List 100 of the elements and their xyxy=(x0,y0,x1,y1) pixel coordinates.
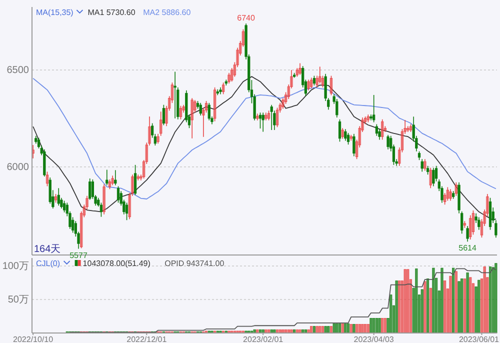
candlestick xyxy=(420,158,424,172)
candlestick xyxy=(375,124,378,136)
bar xyxy=(488,266,492,334)
bar xyxy=(324,326,327,334)
candlestick xyxy=(162,104,166,126)
x-tick-label: 2022/10/10 xyxy=(13,335,54,343)
bar xyxy=(290,329,293,334)
bar xyxy=(278,329,282,334)
candlestick xyxy=(355,139,358,160)
bar xyxy=(219,330,222,334)
candlestick xyxy=(145,142,148,164)
bar xyxy=(375,318,378,334)
bar xyxy=(307,329,310,334)
candlestick xyxy=(330,75,333,96)
candlestick xyxy=(400,128,404,153)
bar xyxy=(264,329,268,334)
candlestick xyxy=(86,196,88,210)
candlestick xyxy=(434,165,438,182)
bar xyxy=(310,326,313,334)
candlestick xyxy=(338,118,342,142)
x-tick-label: 2023/04/03 xyxy=(354,335,394,343)
bar xyxy=(341,323,344,334)
candlestick xyxy=(290,70,293,89)
bar xyxy=(384,318,386,334)
candlestick xyxy=(321,75,324,88)
candlestick xyxy=(350,134,352,142)
bar xyxy=(253,329,256,334)
bar xyxy=(494,263,498,334)
candlestick xyxy=(148,116,151,146)
y-tick-label: 50万 xyxy=(8,294,29,306)
bar xyxy=(356,324,358,334)
bar xyxy=(321,326,324,334)
candlestick xyxy=(358,126,361,148)
bar xyxy=(312,326,316,334)
candlestick xyxy=(381,118,384,140)
candlestick xyxy=(136,174,140,181)
candlestick xyxy=(318,66,322,84)
candlestick xyxy=(366,114,370,123)
bar xyxy=(316,326,318,334)
candlestick xyxy=(480,218,484,238)
candlestick xyxy=(310,77,313,89)
bar xyxy=(372,318,376,334)
candlestick xyxy=(446,186,449,202)
candlestick xyxy=(466,226,469,242)
candlestick xyxy=(258,112,262,129)
bar xyxy=(469,277,472,334)
candlestick xyxy=(352,134,356,157)
candlestick xyxy=(287,84,290,100)
bar xyxy=(208,330,210,334)
candlestick xyxy=(190,98,194,139)
line-series xyxy=(32,78,496,200)
candlestick xyxy=(341,128,344,140)
annotation: 164天 xyxy=(34,244,61,255)
bar xyxy=(460,278,464,334)
bar xyxy=(336,323,338,334)
annotation: 5577 xyxy=(70,250,88,260)
candlestick xyxy=(454,182,458,196)
candlestick xyxy=(82,204,86,218)
candlestick xyxy=(406,126,410,132)
candlestick xyxy=(278,102,282,113)
bar xyxy=(420,289,424,334)
bar xyxy=(390,294,392,334)
bar xyxy=(256,329,259,334)
bar xyxy=(483,266,486,334)
candlestick xyxy=(165,105,168,127)
bar xyxy=(429,288,432,334)
candlestick xyxy=(256,113,259,121)
candlestick xyxy=(282,98,284,110)
candlestick xyxy=(361,117,364,132)
x-tick-label: 2023/02/01 xyxy=(243,335,284,343)
bar xyxy=(236,330,239,334)
candlestick xyxy=(478,216,480,230)
candlestick xyxy=(80,211,83,249)
bar xyxy=(248,330,250,334)
bar xyxy=(352,324,356,334)
candlestick xyxy=(284,92,288,104)
text: MA1 5730.60 xyxy=(88,8,136,17)
candlestick xyxy=(307,79,310,91)
candlestick xyxy=(472,210,475,236)
bar xyxy=(366,324,370,334)
candlestick xyxy=(372,94,376,123)
bar xyxy=(432,268,435,334)
bar xyxy=(492,267,494,334)
candlestick xyxy=(140,174,142,181)
candlestick xyxy=(204,100,208,113)
candlestick xyxy=(174,71,176,119)
candlestick xyxy=(182,104,185,113)
text: MA2 5886.60 xyxy=(143,8,192,17)
candlestick xyxy=(432,167,435,187)
candlestick xyxy=(102,184,106,215)
candlestick xyxy=(276,107,279,128)
candlestick xyxy=(160,111,162,136)
bar xyxy=(244,330,248,334)
candlestick xyxy=(346,132,350,145)
bar xyxy=(239,330,242,334)
candlestick xyxy=(228,72,230,84)
bar xyxy=(381,318,384,334)
bar xyxy=(350,324,352,334)
bar xyxy=(463,278,466,334)
bar xyxy=(273,329,276,334)
